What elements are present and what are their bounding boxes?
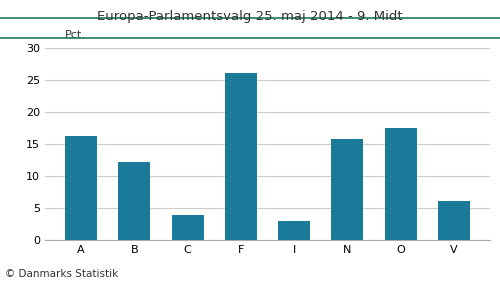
Bar	[384, 129, 416, 240]
Bar	[278, 221, 310, 240]
Bar	[65, 136, 97, 240]
Bar	[438, 201, 470, 240]
Text: Pct.: Pct.	[65, 30, 86, 40]
Bar	[118, 162, 150, 240]
Text: Europa-Parlamentsvalg 25. maj 2014 - 9. Midt: Europa-Parlamentsvalg 25. maj 2014 - 9. …	[97, 10, 403, 23]
Text: © Danmarks Statistik: © Danmarks Statistik	[5, 269, 118, 279]
Bar	[172, 215, 203, 240]
Bar	[332, 139, 364, 240]
Bar	[225, 73, 257, 240]
